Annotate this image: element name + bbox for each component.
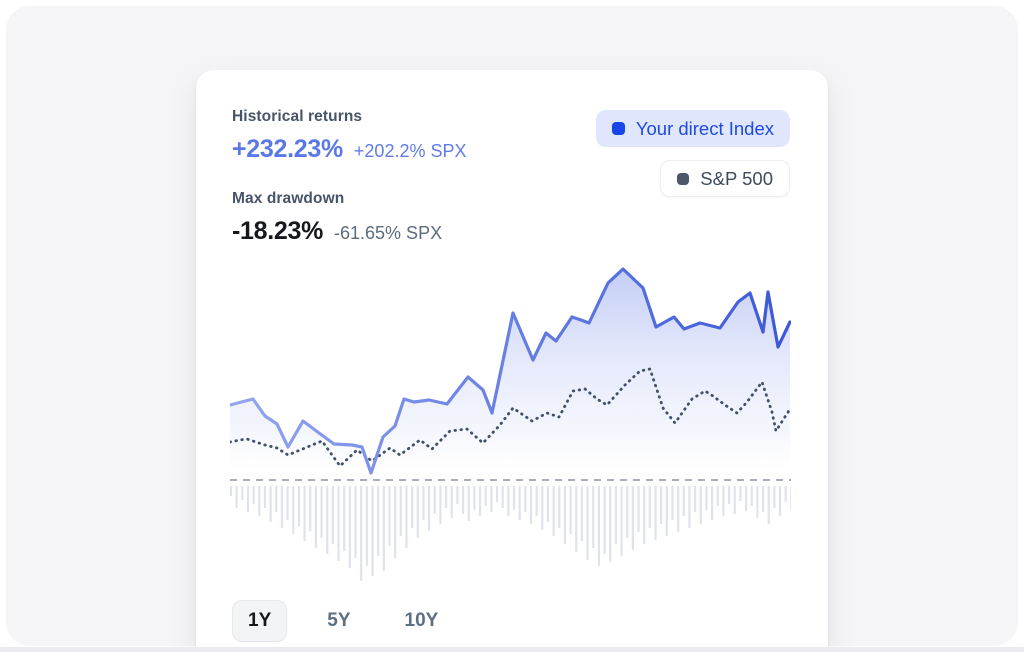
blue-square-swatch-icon bbox=[611, 122, 625, 135]
historical-returns-row: +232.23% +202.2% SPX bbox=[232, 135, 467, 164]
historical-returns-value: +232.23% bbox=[232, 135, 343, 163]
legend-label: S&P 500 bbox=[700, 167, 773, 189]
performance-card: Historical returns +232.23% +202.2% SPX … bbox=[196, 70, 828, 652]
max-drawdown-label: Max drawdown bbox=[232, 190, 345, 207]
legend-label: Your direct Index bbox=[635, 117, 774, 139]
index-area-fill bbox=[230, 269, 790, 480]
line-chart-canvas bbox=[230, 267, 791, 581]
range-button-10y[interactable]: 10Y bbox=[391, 601, 453, 641]
historical-returns-label: Historical returns bbox=[232, 108, 363, 125]
drawdown-bars bbox=[230, 486, 791, 581]
max-drawdown-benchmark: -61.65% SPX bbox=[334, 223, 443, 243]
legend-item-sp500[interactable]: S&P 500 bbox=[660, 160, 790, 197]
legend-item-your-direct-index[interactable]: Your direct Index bbox=[595, 110, 790, 147]
max-drawdown-value: -18.23% bbox=[232, 217, 324, 245]
bottom-edge-strip bbox=[0, 647, 1024, 652]
time-range-selector: 1Y 5Y 10Y bbox=[232, 600, 452, 642]
returns-chart bbox=[230, 258, 791, 590]
chart-legend: Your direct Index S&P 500 bbox=[595, 110, 790, 197]
direct-index-line bbox=[230, 267, 791, 475]
sp500-dotted-line bbox=[230, 367, 791, 468]
range-button-5y[interactable]: 5Y bbox=[313, 601, 364, 641]
gray-square-swatch-icon bbox=[677, 172, 690, 185]
stats-block: Historical returns +232.23% +202.2% SPX … bbox=[232, 108, 467, 272]
range-button-1y[interactable]: 1Y bbox=[232, 600, 288, 642]
historical-returns-benchmark: +202.2% SPX bbox=[353, 141, 467, 161]
max-drawdown-row: -18.23% -61.65% SPX bbox=[232, 217, 467, 246]
